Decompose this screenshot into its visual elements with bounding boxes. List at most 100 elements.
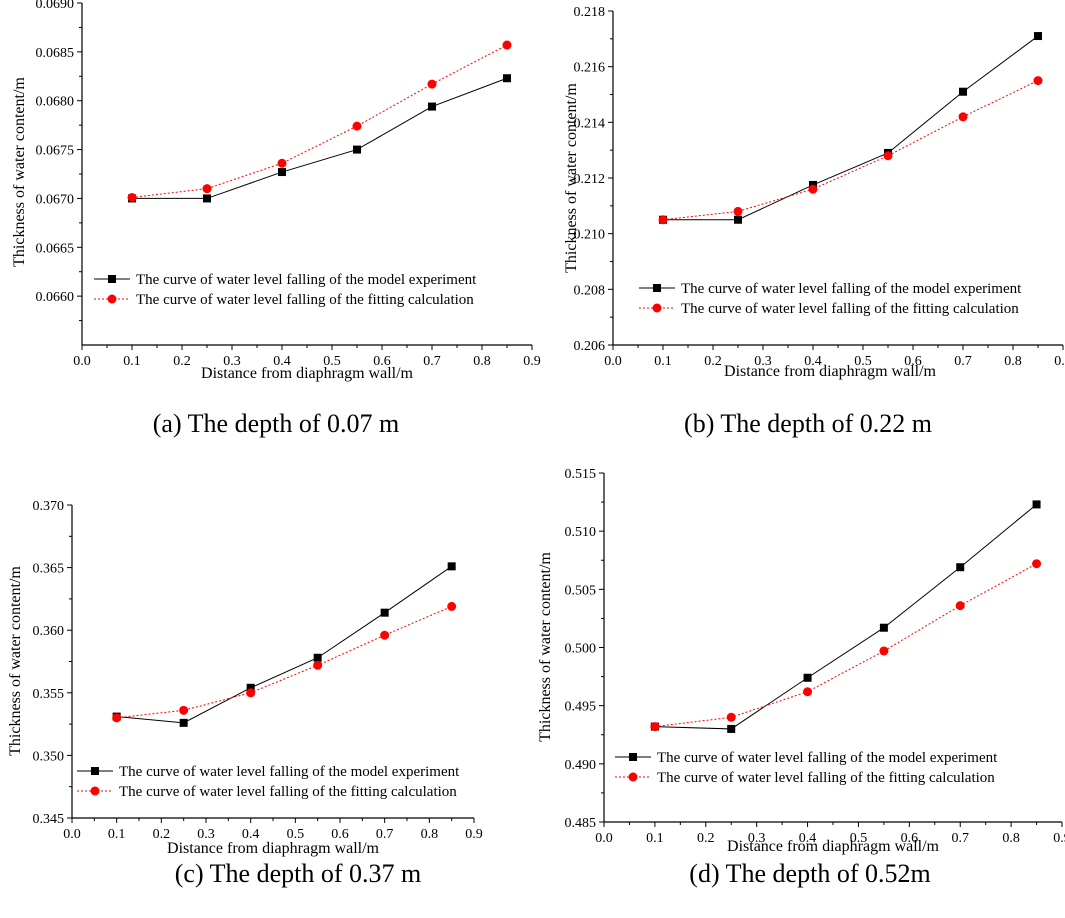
y-tick-label: 0.214 [574, 116, 606, 131]
legend-marker-experiment [629, 753, 637, 761]
data-point-experiment [246, 683, 255, 692]
data-point-fitting [879, 646, 889, 656]
data-point-experiment [179, 718, 188, 727]
chart-panel-1: 0.0 0.1 0.2 0.3 0.4 0.5 0.6 0.7 0.8 0.9 0.0660 0.06… [11, 0, 541, 438]
x-tick-label: 0.8 [421, 827, 439, 842]
data-point-experiment [959, 87, 967, 96]
x-tick-label: 0.6 [331, 827, 349, 842]
y-tick-label: 0.0675 [36, 144, 75, 159]
x-tick-label: 0.5 [854, 354, 872, 369]
legend-label: The curve of water level falling of the … [136, 292, 474, 308]
data-point-experiment [447, 562, 456, 571]
legend-marker-fitting [652, 303, 662, 313]
x-tick-label: 0.4 [799, 831, 817, 846]
x-tick-label: 0.9 [1053, 831, 1065, 846]
x-tick-label: 0.3 [748, 831, 766, 846]
data-point-fitting [650, 722, 660, 732]
x-tick-label: 0.1 [108, 827, 126, 842]
chart-panel-3: 0.0 0.1 0.2 0.3 0.4 0.5 0.6 0.7 0.8 0.9 0.345 0.350… [7, 499, 483, 888]
y-axis-label: Thickness of water content/m [563, 83, 580, 273]
series-line-experiment [116, 565, 452, 724]
x-tick-label: 0.5 [287, 827, 305, 842]
x-tick-label: 0.0 [604, 354, 622, 369]
data-point-fitting [277, 158, 287, 168]
y-tick-label: 0.0665 [36, 241, 75, 256]
x-tick-label: 0.8 [1004, 354, 1022, 369]
y-tick-label: 0.0680 [36, 95, 75, 110]
legend-marker-fitting [90, 786, 100, 796]
y-tick-label: 0.360 [33, 624, 65, 639]
data-point-fitting [112, 713, 122, 723]
x-axis-label: Distance from diaphragm wall/m [724, 363, 936, 380]
series-line-fitting [116, 605, 452, 719]
x-tick-label: 0.9 [523, 354, 541, 369]
x-tick-label: 0.1 [654, 354, 672, 369]
data-point-fitting [1033, 76, 1043, 86]
data-point-fitting [447, 601, 457, 611]
y-tick-label: 0.355 [33, 687, 65, 702]
legend: The curve of water level falling of the … [615, 750, 998, 786]
y-tick-label: 0.370 [33, 499, 65, 514]
y-tick-label: 0.365 [33, 562, 65, 577]
x-tick-label: 0.8 [1002, 831, 1020, 846]
legend: The curve of water level falling of the … [77, 764, 460, 800]
data-point-fitting [658, 215, 668, 225]
data-point-fitting [352, 121, 362, 131]
data-point-fitting [726, 712, 736, 722]
y-tick-label: 0.495 [565, 700, 597, 715]
data-point-experiment [203, 194, 211, 203]
data-point-experiment [879, 623, 888, 632]
x-tick-label: 0.4 [804, 354, 822, 369]
series-line-fitting [662, 80, 1039, 221]
data-point-fitting [803, 687, 813, 697]
legend-marker-experiment [91, 767, 99, 775]
data-point-experiment [503, 74, 511, 83]
series-line-experiment [654, 504, 1037, 730]
data-point-experiment [734, 215, 742, 224]
y-tick-label: 0.500 [565, 642, 597, 657]
x-tick-label: 0.8 [473, 354, 491, 369]
x-tick-label: 0.2 [173, 354, 191, 369]
y-axis-label: Thickness of water content/m [537, 552, 554, 742]
x-tick-label: 0.9 [465, 827, 483, 842]
data-point-experiment [1034, 32, 1042, 41]
x-tick-label: 0.7 [423, 354, 441, 369]
x-tick-label: 0.7 [376, 827, 394, 842]
x-tick-label: 0.3 [223, 354, 241, 369]
y-tick-label: 0.490 [565, 758, 597, 773]
x-tick-label: 0.6 [373, 354, 391, 369]
legend-label: The curve of water level falling of the … [119, 764, 460, 780]
y-axis-label: Thickness of water content/m [11, 77, 28, 267]
x-tick-label: 0.0 [595, 831, 613, 846]
x-tick-label: 0.9 [1054, 354, 1065, 369]
panel-caption: (a) The depth of 0.07 m [153, 409, 399, 438]
y-tick-label: 0.216 [574, 61, 606, 76]
y-tick-label: 0.0690 [36, 0, 75, 12]
series-line-experiment [663, 35, 1039, 221]
x-tick-label: 0.4 [242, 827, 260, 842]
x-tick-label: 0.2 [153, 827, 171, 842]
data-point-experiment [727, 724, 736, 733]
legend-label: The curve of water level falling of the … [657, 750, 998, 766]
legend-label: The curve of water level falling of the … [657, 770, 995, 786]
x-tick-label: 0.2 [697, 831, 715, 846]
legend-marker-fitting [628, 772, 638, 782]
y-tick-label: 0.0685 [36, 46, 75, 61]
y-axis-label: Thickness of water content/m [7, 566, 24, 756]
x-axis-label: Distance from diaphragm wall/m [727, 838, 939, 855]
x-tick-label: 0.7 [954, 354, 972, 369]
data-point-experiment [803, 673, 812, 682]
data-point-experiment [428, 102, 436, 111]
x-tick-label: 0.5 [323, 354, 341, 369]
legend-label: The curve of water level falling of the … [136, 272, 477, 288]
y-tick-label: 0.505 [565, 583, 597, 598]
x-tick-label: 0.5 [850, 831, 868, 846]
x-tick-label: 0.2 [704, 354, 722, 369]
x-tick-label: 0.4 [273, 354, 291, 369]
legend: The curve of water level falling of the … [94, 272, 477, 308]
series-line-fitting [131, 44, 508, 198]
legend-marker-experiment [653, 284, 661, 292]
data-point-fitting [808, 184, 818, 194]
panel-caption: (d) The depth of 0.52m [689, 859, 930, 888]
